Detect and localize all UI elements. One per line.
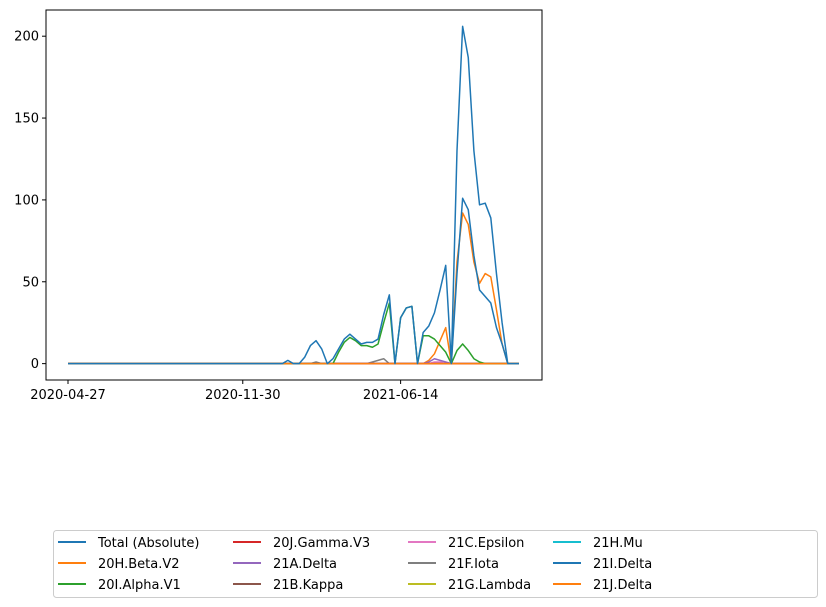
series-line-total-absolute xyxy=(68,25,519,365)
legend: Total (Absolute) 20H.Beta.V2 20I.Alpha.V1 2… xyxy=(53,530,818,598)
legend-label-20j-gamma-v3: 20J.Gamma.V3 xyxy=(273,536,370,551)
plot-frame xyxy=(45,9,543,381)
legend-label-21i-delta: 21I.Delta xyxy=(593,557,652,572)
legend-label-21a-delta: 21A.Delta xyxy=(273,557,337,572)
legend-label-20i-alpha-v1: 20I.Alpha.V1 xyxy=(98,578,181,593)
legend-label-21h-mu: 21H.Mu xyxy=(593,536,643,551)
x-tick-label: 2020-04-27 xyxy=(30,388,106,403)
legend-label-21b-kappa: 21B.Kappa xyxy=(273,578,343,593)
y-tick-label: 50 xyxy=(22,275,39,290)
legend-label-21c-epsilon: 21C.Epsilon xyxy=(448,536,524,551)
y-tick-label: 0 xyxy=(31,357,39,372)
x-axis: 2020-04-27 2020-11-30 2021-06-14 xyxy=(30,380,438,403)
legend-label-20h-beta-v2: 20H.Beta.V2 xyxy=(98,557,180,572)
y-tick-label: 200 xyxy=(14,30,39,45)
legend-label-21g-lambda: 21G.Lambda xyxy=(448,578,531,593)
x-tick-label: 2021-06-14 xyxy=(363,388,439,403)
series-layer xyxy=(68,25,519,365)
y-tick-label: 150 xyxy=(14,112,39,127)
legend-label-21j-delta: 21J.Delta xyxy=(593,578,652,593)
x-tick-label: 2020-11-30 xyxy=(205,388,281,403)
plot-area xyxy=(46,10,542,380)
legend-label-21f-iota: 21F.Iota xyxy=(448,557,499,572)
legend-label-total-absolute: Total (Absolute) xyxy=(97,536,199,551)
y-tick-label: 100 xyxy=(14,193,39,208)
y-axis: 0 50 100 150 200 xyxy=(14,30,46,372)
